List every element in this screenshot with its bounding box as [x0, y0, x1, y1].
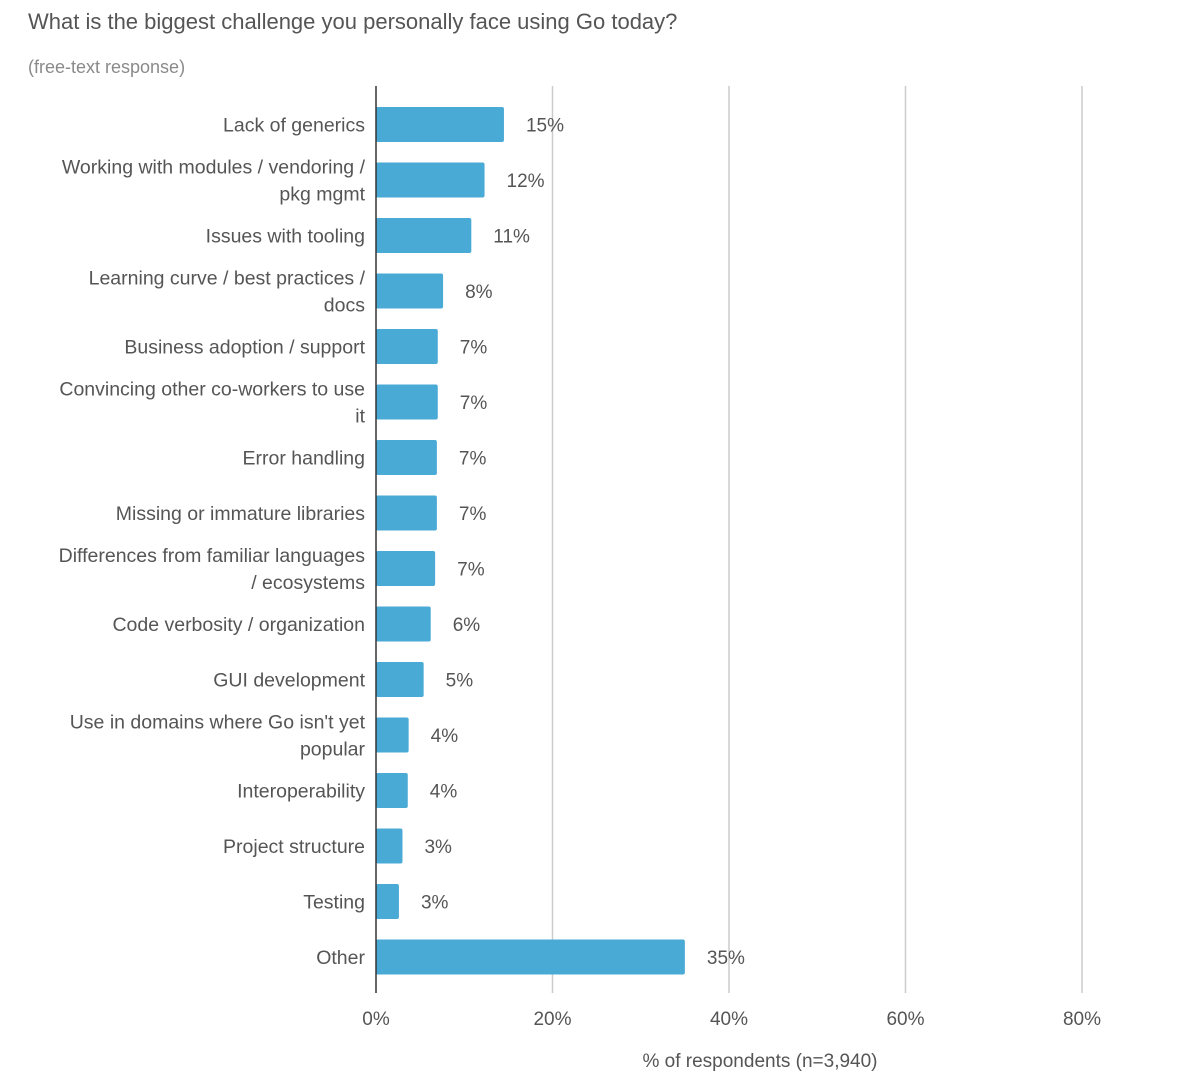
- category-label: docs: [324, 295, 365, 317]
- x-axis-label: % of respondents (n=3,940): [642, 1051, 877, 1072]
- data-label: 7%: [457, 560, 485, 581]
- bar: [376, 107, 504, 142]
- bar: [376, 828, 403, 864]
- bar: [376, 606, 431, 642]
- category-label: popular: [300, 739, 366, 761]
- data-label: 7%: [460, 393, 488, 414]
- x-tick-label: 40%: [710, 1009, 748, 1030]
- category-label: Convincing other co-workers to use: [59, 379, 365, 401]
- data-label: 6%: [453, 615, 481, 636]
- category-label: Issues with tooling: [206, 226, 365, 248]
- category-label: / ecosystems: [251, 572, 365, 594]
- data-label: 3%: [424, 837, 452, 858]
- x-tick-label: 0%: [362, 1009, 390, 1030]
- category-label: Working with modules / vendoring /: [62, 157, 366, 179]
- x-tick-label: 20%: [533, 1009, 571, 1030]
- bar: [376, 495, 437, 531]
- data-label: 8%: [465, 282, 493, 303]
- category-label: it: [355, 406, 365, 428]
- bar: [376, 218, 472, 253]
- category-label: Lack of generics: [223, 115, 365, 137]
- data-label: 7%: [459, 504, 487, 525]
- x-tick-label: 80%: [1063, 1009, 1101, 1030]
- category-label: Differences from familiar languages: [59, 545, 366, 567]
- data-label: 4%: [431, 726, 459, 747]
- category-label: Other: [316, 947, 365, 969]
- gridlines: [551, 86, 1083, 993]
- data-label: 15%: [526, 116, 564, 137]
- category-label: Code verbosity / organization: [112, 614, 365, 636]
- category-label: Business adoption / support: [124, 337, 365, 359]
- bar: [376, 773, 408, 808]
- x-tick-labels: 0% 20% 40% 60% 80%: [362, 1009, 1101, 1030]
- category-label: Interoperability: [237, 781, 365, 803]
- category-label: Missing or immature libraries: [116, 503, 365, 525]
- bar: [376, 329, 438, 364]
- data-label: 35%: [707, 948, 745, 969]
- bar: [376, 440, 437, 475]
- category-label: Testing: [303, 892, 365, 914]
- bars: [376, 107, 685, 975]
- bar: [376, 662, 424, 697]
- chart-subtitle: (free-text response): [28, 57, 186, 77]
- bar: [376, 551, 436, 586]
- category-label: Error handling: [243, 448, 365, 470]
- bar: [376, 273, 444, 309]
- bar: [376, 384, 438, 420]
- bar: [376, 162, 485, 198]
- category-label: Learning curve / best practices /: [89, 268, 366, 290]
- category-label: GUI development: [213, 670, 365, 692]
- data-label: 4%: [430, 782, 458, 803]
- category-label: Use in domains where Go isn't yet: [70, 712, 366, 734]
- chart-title: What is the biggest challenge you person…: [28, 9, 678, 34]
- category-label: Project structure: [223, 836, 365, 858]
- data-label: 11%: [493, 227, 530, 248]
- x-tick-label: 60%: [886, 1009, 924, 1030]
- bar: [376, 939, 685, 975]
- bar: [376, 717, 409, 753]
- category-label: pkg mgmt: [279, 184, 365, 206]
- data-label: 5%: [446, 671, 474, 692]
- data-label: 3%: [421, 893, 449, 914]
- data-label: 12%: [507, 171, 545, 192]
- bar: [376, 884, 399, 919]
- data-label: 7%: [459, 449, 487, 470]
- data-label: 7%: [460, 338, 488, 359]
- category-labels: Lack of generics Working with modules / v…: [59, 115, 366, 970]
- data-labels: 15% 12% 11% 8% 7% 7% 7% 7% 7% 6% 5% 4% 4% 3% 3% 35%: [421, 116, 745, 970]
